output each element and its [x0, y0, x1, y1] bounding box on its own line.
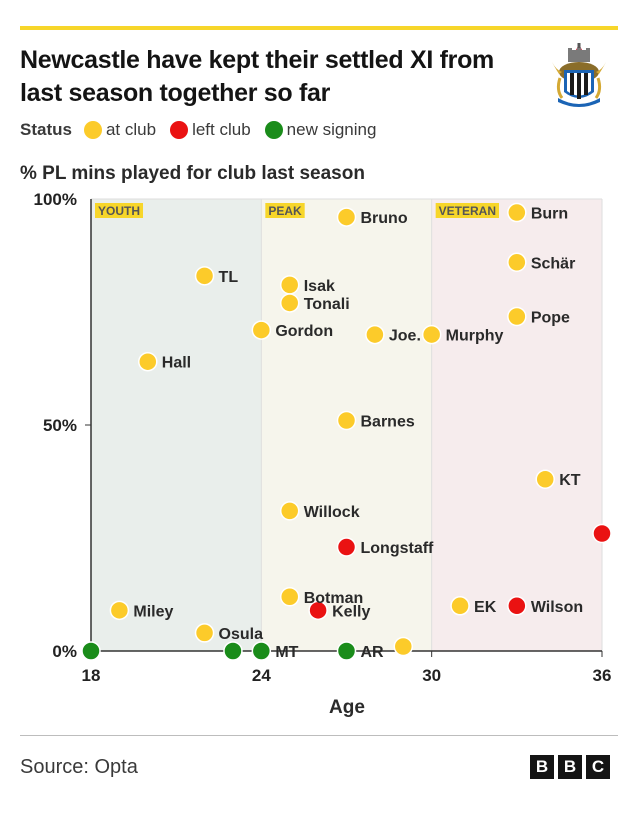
- x-tick-label: 30: [422, 666, 441, 685]
- point-ek: [450, 596, 470, 616]
- legend-item-left-club: left club: [170, 120, 251, 140]
- point-label-kt: KT: [559, 472, 581, 489]
- point-label-ek: EK: [474, 599, 497, 616]
- point-label-mt: MT: [275, 644, 298, 661]
- bbc-logo-letter: B: [530, 755, 554, 779]
- point-label-osula: Osula: [219, 626, 264, 643]
- bbc-logo-letter: C: [586, 755, 610, 779]
- point-label-murphy: Murphy: [446, 328, 504, 345]
- point-label-isak: Isak: [304, 278, 335, 295]
- legend-item-at-club: at club: [83, 120, 157, 140]
- band-label-bg-youth: [95, 203, 143, 218]
- point-tl: [194, 266, 215, 286]
- point-murphy: [421, 324, 442, 345]
- point-label-burn: Burn: [531, 206, 568, 223]
- point-tonali: [279, 293, 300, 313]
- chart-title: Newcastle have kept their settled XI fro…: [20, 46, 494, 107]
- y-tick-label: 50%: [43, 416, 77, 435]
- legend-label-new-signing: new signing: [286, 120, 377, 139]
- point-label-hall: Hall: [162, 355, 191, 372]
- point-label-gordon: Gordon: [275, 323, 333, 340]
- point-label-tonali: Tonali: [304, 296, 350, 313]
- x-tick-label: 18: [82, 666, 101, 685]
- legend-label-at-club: at club: [105, 120, 157, 139]
- legend-label-left-club: left club: [192, 120, 251, 139]
- top-accent-bar: [20, 26, 618, 30]
- point-unlabelled: [81, 641, 101, 661]
- point-label-longstaff: Longstaff: [361, 540, 435, 557]
- point-sch-r: [507, 252, 527, 273]
- point-kelly: [308, 600, 328, 621]
- point-kt: [535, 469, 555, 489]
- point-hall: [138, 351, 158, 372]
- point-label-joe-: Joe.: [389, 328, 421, 345]
- point-label-barnes: Barnes: [361, 413, 415, 430]
- point-pope: [507, 306, 527, 327]
- point-gordon: [251, 320, 272, 340]
- point-wilson: [507, 596, 527, 616]
- scatter-plot: YOUTH PEAK VETERAN 0% 50% 100% 18 24 30 36 Bruno Bu…: [34, 190, 612, 685]
- point-isak: [279, 275, 300, 295]
- point-label-botman: Botman: [304, 590, 364, 607]
- point-label-willock: Willock: [304, 504, 360, 521]
- legend: Status at club left club new signing: [20, 118, 390, 142]
- point-ar: [336, 641, 357, 661]
- point-miley: [109, 600, 130, 621]
- point-joe-: [365, 324, 385, 345]
- point-longstaff: [336, 537, 357, 557]
- point-label-miley: Miley: [133, 603, 173, 620]
- band-label-peak: PEAK: [268, 204, 302, 218]
- point-osula: [194, 623, 215, 643]
- x-tick-label: 24: [252, 666, 271, 685]
- point-label-pope: Pope: [531, 310, 570, 327]
- band-label-youth: YOUTH: [98, 204, 140, 218]
- point-unlabelled: [393, 636, 414, 657]
- point-label-ar: AR: [361, 644, 385, 661]
- point-label-sch-r: Schär: [531, 255, 575, 272]
- bbc-logo-letter: B: [558, 755, 582, 779]
- x-axis-title: Age: [329, 697, 365, 718]
- legend-dot-at-club: [83, 121, 102, 139]
- band-label-bg-veteran: [435, 203, 500, 218]
- y-axis-title: % PL mins played for club last season: [20, 163, 365, 184]
- x-tick-label: 36: [593, 666, 612, 685]
- point-bruno: [336, 207, 357, 227]
- point-barnes: [336, 410, 357, 431]
- point-burn: [507, 202, 527, 223]
- point-label-bruno: Bruno: [361, 210, 408, 227]
- point-unlabelled: [223, 641, 243, 661]
- legend-dot-new-signing: [264, 121, 283, 139]
- point-label-kelly: Kelly: [332, 603, 370, 620]
- band-label-veteran: VETERAN: [439, 204, 496, 218]
- band-veteran: [431, 199, 602, 651]
- source-note: Source: Opta: [20, 756, 138, 778]
- point-mt: [251, 641, 272, 661]
- band-label-bg-peak: [265, 203, 305, 218]
- legend-dot-left-club: [170, 121, 189, 139]
- footer-divider: [20, 735, 618, 736]
- point-label-wilson: Wilson: [531, 599, 583, 616]
- y-tick-label: 100%: [34, 190, 77, 209]
- legend-item-new-signing: new signing: [264, 120, 377, 140]
- point-willock: [279, 501, 300, 521]
- band-youth: [91, 199, 262, 651]
- newcastle-crest-icon: [552, 43, 606, 107]
- point-label-tl: TL: [219, 269, 239, 286]
- bbc-logo: B B C: [530, 755, 614, 779]
- point-botman: [279, 587, 300, 607]
- y-tick-label: 0%: [52, 642, 77, 661]
- point-unlabelled: [592, 523, 612, 544]
- legend-title: Status: [20, 120, 72, 139]
